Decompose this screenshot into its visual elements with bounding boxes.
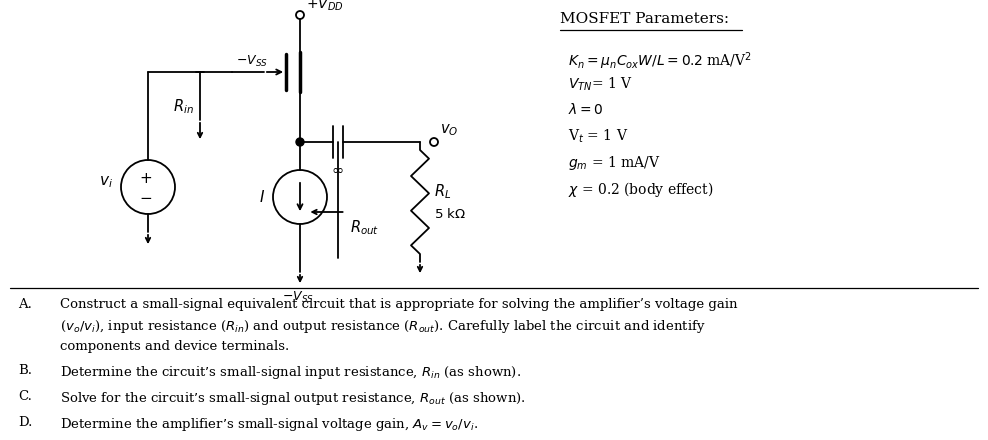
Text: B.: B. [18, 364, 32, 377]
Text: A.: A. [18, 298, 32, 311]
Text: $-$: $-$ [139, 188, 152, 203]
Text: +: + [139, 171, 152, 186]
Text: $-V_{SS}$: $-V_{SS}$ [236, 54, 268, 69]
Text: $R_L$: $R_L$ [434, 183, 452, 202]
Text: $I$: $I$ [259, 189, 265, 205]
Circle shape [296, 138, 304, 146]
Text: $v_O$: $v_O$ [440, 122, 458, 138]
Text: $\lambda = 0$: $\lambda = 0$ [568, 102, 604, 117]
Text: $\chi$ = 0.2 (body effect): $\chi$ = 0.2 (body effect) [568, 180, 713, 199]
Text: $R_{out}$: $R_{out}$ [350, 218, 378, 237]
Text: $g_m$ = 1 mA/V: $g_m$ = 1 mA/V [568, 154, 660, 172]
Text: V$_t$ = 1 V: V$_t$ = 1 V [568, 128, 628, 145]
Text: $R_{in}$: $R_{in}$ [173, 98, 194, 116]
Text: Solve for the circuit’s small-signal output resistance, $R_{out}$ (as shown).: Solve for the circuit’s small-signal out… [60, 390, 526, 407]
Text: Construct a small-signal equivalent circuit that is appropriate for solving the : Construct a small-signal equivalent circ… [60, 298, 737, 353]
Text: $-V_{SS}$: $-V_{SS}$ [282, 290, 314, 305]
Text: Determine the amplifier’s small-signal voltage gain, $A_v = v_o/v_i$.: Determine the amplifier’s small-signal v… [60, 416, 478, 433]
Text: $+V_{DD}$: $+V_{DD}$ [306, 0, 344, 13]
Text: D.: D. [18, 416, 33, 429]
Text: Determine the circuit’s small-signal input resistance, $R_{in}$ (as shown).: Determine the circuit’s small-signal inp… [60, 364, 521, 381]
Text: $K_n = \mu_n C_{ox} W/L = 0.2$ mA/V$^2$: $K_n = \mu_n C_{ox} W/L = 0.2$ mA/V$^2$ [568, 50, 752, 72]
Text: MOSFET Parameters:: MOSFET Parameters: [560, 12, 729, 26]
Text: $\infty$: $\infty$ [331, 162, 344, 177]
Text: 5 k$\Omega$: 5 k$\Omega$ [434, 207, 466, 221]
Text: C.: C. [18, 390, 32, 403]
Text: $V_{TN}$= 1 V: $V_{TN}$= 1 V [568, 76, 632, 93]
Text: $v_i$: $v_i$ [99, 174, 113, 190]
